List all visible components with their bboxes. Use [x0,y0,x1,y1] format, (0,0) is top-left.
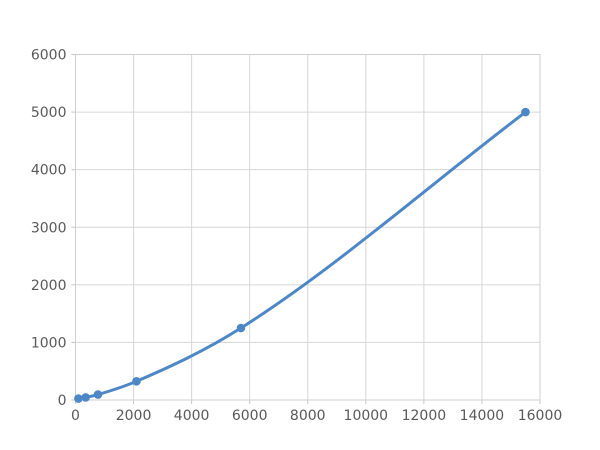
data-point-marker [236,323,246,333]
x-tick-label: 8000 [290,408,326,424]
y-tick-label: 0 [58,393,67,409]
y-tick-label: 6000 [31,48,67,64]
data-point-marker [93,390,103,399]
x-tick-label: 12000 [402,408,447,424]
y-tick-label: 3000 [31,220,67,236]
x-tick-label: 0 [71,408,80,424]
plot-border [75,54,541,401]
data-point-marker [81,393,90,402]
y-tick-label: 2000 [31,278,67,294]
data-point-marker [132,376,141,386]
x-tick-label: 10000 [344,408,389,424]
y-tick-label: 5000 [31,105,67,121]
x-tick-label: 16000 [518,408,563,424]
series-line [76,110,527,401]
data-point-marker [74,394,83,403]
x-tick-label: 14000 [460,408,505,424]
x-tick-label: 2000 [116,408,152,424]
x-tick-label: 6000 [232,408,268,424]
data-point-marker [521,107,530,117]
y-tick-label: 1000 [31,335,67,351]
x-tick-label: 4000 [174,408,210,424]
y-tick-label: 4000 [31,163,67,179]
